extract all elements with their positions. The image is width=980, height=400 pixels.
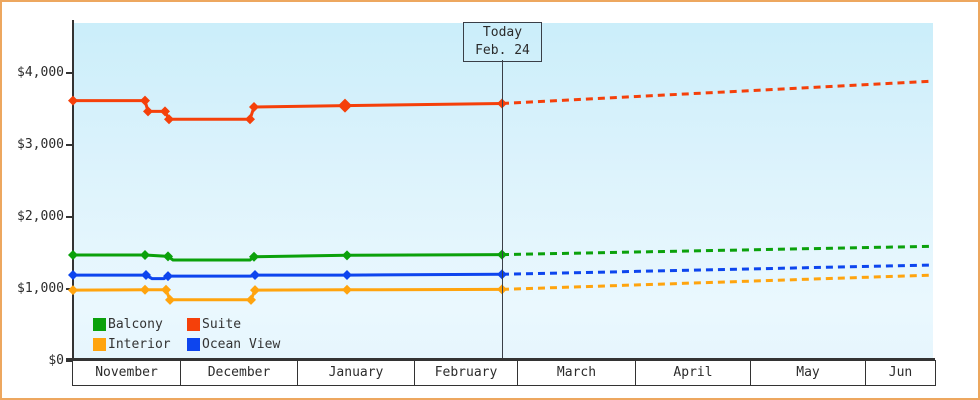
legend-item-suite: Suite <box>187 317 241 332</box>
month-cell-november: November <box>72 360 181 386</box>
y-axis-line <box>72 20 74 358</box>
today-label-box: Today Feb. 24 <box>463 22 542 62</box>
y-tick-label: $0 <box>48 352 64 368</box>
legend-label: Balcony <box>108 316 163 332</box>
plot-area-background <box>74 23 933 358</box>
y-tick-mark <box>66 359 72 362</box>
month-cell-april: April <box>635 360 751 386</box>
legend-swatch-icon <box>93 337 106 351</box>
month-cell-december: December <box>180 360 298 386</box>
legend-item-balcony: Balcony <box>93 317 187 332</box>
y-tick-mark <box>66 215 72 218</box>
y-tick-mark <box>66 144 72 147</box>
legend-row: Interior Ocean View <box>93 334 280 354</box>
legend-item-interior: Interior <box>93 337 187 352</box>
month-cell-may: May <box>750 360 866 386</box>
legend-row: Balcony Suite <box>93 314 280 334</box>
legend-swatch-icon <box>187 337 200 351</box>
legend: Balcony Suite Interior Ocean View <box>93 314 280 354</box>
x-axis-line <box>66 358 935 360</box>
x-axis-month-band: November December January February March Apri… <box>72 360 936 387</box>
y-tick-mark <box>66 287 72 290</box>
month-cell-jun: Jun <box>865 360 936 386</box>
legend-label: Interior <box>108 336 171 352</box>
legend-label: Ocean View <box>202 336 281 352</box>
today-vertical-line <box>502 60 503 358</box>
y-tick-mark <box>66 72 72 75</box>
month-cell-february: February <box>414 360 518 386</box>
y-tick-label: $1,000 <box>17 280 64 296</box>
today-label: Today <box>482 25 523 40</box>
today-date-label: Feb. 24 <box>475 43 530 58</box>
legend-swatch-icon <box>93 317 106 331</box>
legend-swatch-icon <box>187 317 200 331</box>
legend-label: Suite <box>202 316 242 332</box>
legend-item-ocean-view: Ocean View <box>187 337 280 352</box>
y-tick-label: $2,000 <box>17 208 64 224</box>
month-cell-march: March <box>517 360 636 386</box>
y-tick-label: $3,000 <box>17 137 64 153</box>
y-tick-label: $4,000 <box>17 65 64 81</box>
month-cell-january: January <box>297 360 415 386</box>
